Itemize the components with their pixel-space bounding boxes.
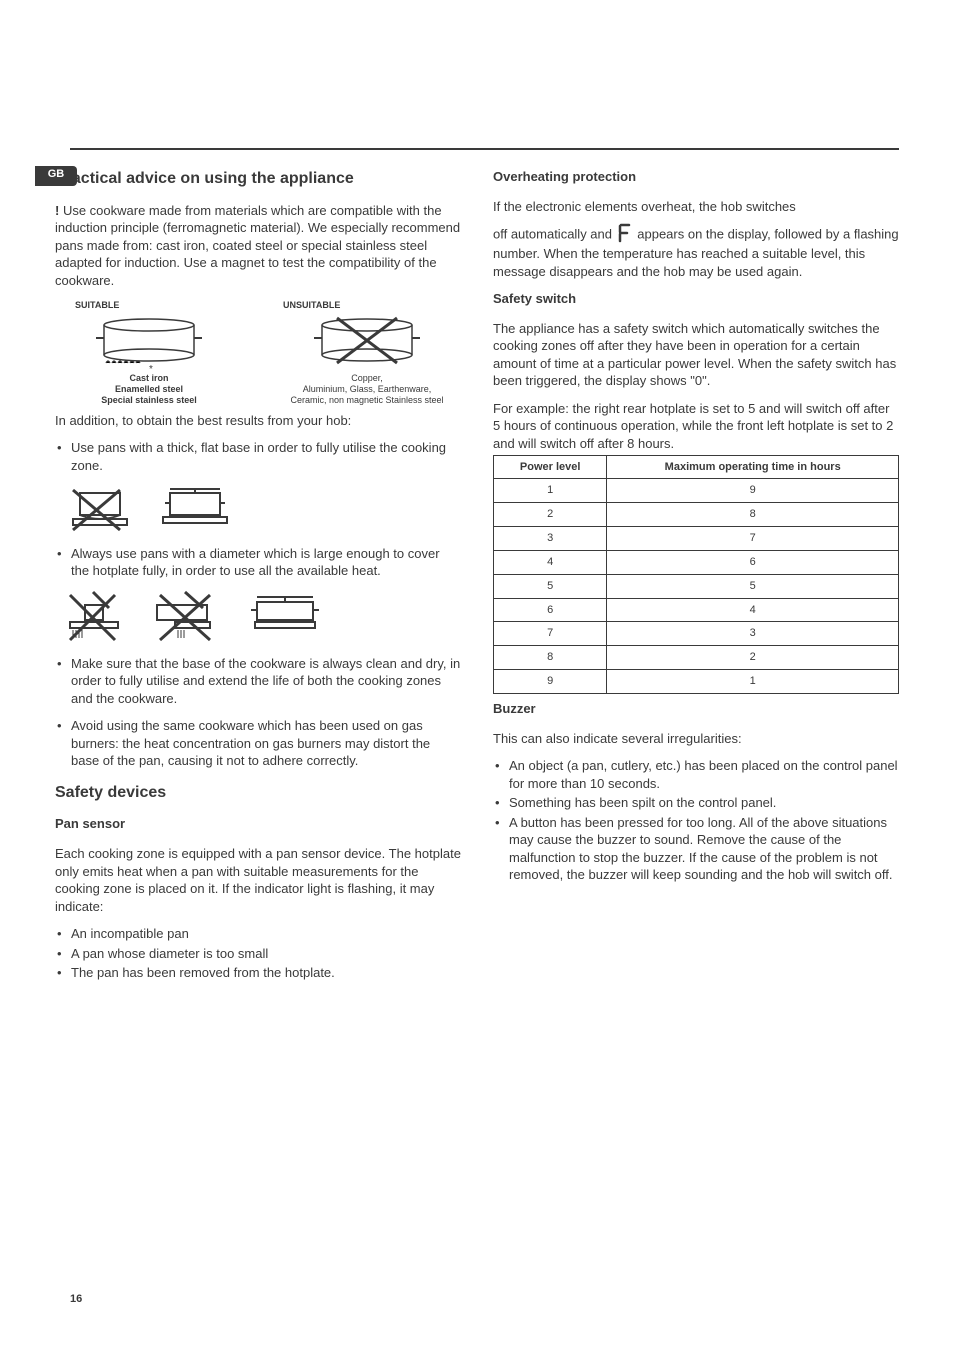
flat-base-good-icon <box>155 485 235 535</box>
table-cell: 3 <box>494 527 607 551</box>
footnote-asterisk: * <box>149 363 153 377</box>
left-column: Practical advice on using the appliance … <box>55 168 461 992</box>
table-cell: 7 <box>494 622 607 646</box>
pan-sensor-text: Each cooking zone is equipped with a pan… <box>55 845 461 915</box>
f-display-icon <box>618 223 632 243</box>
table-cell: 2 <box>607 646 899 670</box>
small-pan-bad-icon <box>65 590 135 645</box>
suitable-block: SUITABLE * Cast iron Enamelled steel Spe… <box>55 299 243 406</box>
diameter-icons <box>55 590 461 645</box>
heading-overheating: Overheating protection <box>493 168 899 186</box>
table-cell: 7 <box>607 527 899 551</box>
switch-p1: The appliance has a safety switch which … <box>493 320 899 390</box>
table-row: 55 <box>494 574 899 598</box>
page-body: Practical advice on using the appliance … <box>0 0 954 1032</box>
correct-pan-good-icon <box>245 590 330 645</box>
heading-pan-sensor: Pan sensor <box>55 815 461 833</box>
curved-base-bad-icon <box>65 485 135 535</box>
unsuitable-block: UNSUITABLE Copper, Aluminium, Glass, Ear… <box>273 299 461 406</box>
table-cell: 6 <box>494 598 607 622</box>
locale-tag: GB <box>35 166 77 186</box>
table-cell: 2 <box>494 503 607 527</box>
table-cell: 4 <box>494 550 607 574</box>
intro-text: Use cookware made from materials which a… <box>55 203 460 288</box>
overheat-p2: off automatically and appears on the dis… <box>493 225 899 280</box>
right-column: Overheating protection If the electronic… <box>493 168 899 992</box>
unsuitable-label: UNSUITABLE <box>273 299 461 311</box>
pan-bullet: A pan whose diameter is too small <box>55 945 461 963</box>
suitable-label: SUITABLE <box>55 299 243 311</box>
table-cell: 1 <box>494 479 607 503</box>
flat-base-icons <box>55 485 461 535</box>
buzzer-bullet: An object (a pan, cutlery, etc.) has bee… <box>493 757 899 792</box>
intro-paragraph: ! Use cookware made from materials which… <box>55 202 461 290</box>
table-row: 82 <box>494 646 899 670</box>
table-row: 19 <box>494 479 899 503</box>
tip-item: Use pans with a thick, flat base in orde… <box>55 439 461 474</box>
table-row: 28 <box>494 503 899 527</box>
table-cell: 4 <box>607 598 899 622</box>
buzzer-intro: This can also indicate several irregular… <box>493 730 899 748</box>
header-rule <box>70 148 899 150</box>
cookware-comparison: SUITABLE * Cast iron Enamelled steel Spe… <box>55 299 461 406</box>
pan-bullet: An incompatible pan <box>55 925 461 943</box>
overheat-p1: If the electronic elements overheat, the… <box>493 198 899 216</box>
suitable-caption: Cast iron Enamelled steel Special stainl… <box>55 373 243 405</box>
tip-item: Make sure that the base of the cookware … <box>55 655 461 708</box>
table-row: 37 <box>494 527 899 551</box>
table-cell: 3 <box>607 622 899 646</box>
table-cell: 6 <box>607 550 899 574</box>
table-cell: 5 <box>494 574 607 598</box>
table-cell: 8 <box>607 503 899 527</box>
tip-item: Always use pans with a diameter which is… <box>55 545 461 580</box>
table-row: 46 <box>494 550 899 574</box>
addition-text: In addition, to obtain the best results … <box>55 412 461 430</box>
power-level-table: Power level Maximum operating time in ho… <box>493 455 899 694</box>
heading-safety-devices: Safety devices <box>55 782 461 804</box>
page-number: 16 <box>70 1293 82 1305</box>
table-row: 64 <box>494 598 899 622</box>
overhang-pan-bad-icon <box>155 590 225 645</box>
table-cell: 9 <box>607 479 899 503</box>
heading-safety-switch: Safety switch <box>493 290 899 308</box>
heading-buzzer: Buzzer <box>493 700 899 718</box>
table-cell: 1 <box>607 670 899 694</box>
pan-bullet: The pan has been removed from the hotpla… <box>55 964 461 982</box>
overheat-p2a: off automatically and <box>493 227 616 242</box>
buzzer-bullet: A button has been pressed for too long. … <box>493 814 899 884</box>
unsuitable-pot-icon <box>302 313 432 373</box>
tip-item: Avoid using the same cookware which has … <box>55 717 461 770</box>
table-header-power: Power level <box>494 455 607 479</box>
heading-practical: Practical advice on using the appliance <box>55 168 461 190</box>
table-cell: 9 <box>494 670 607 694</box>
table-row: 91 <box>494 670 899 694</box>
unsuitable-caption: Copper, Aluminium, Glass, Earthenware, C… <box>273 373 461 405</box>
table-cell: 8 <box>494 646 607 670</box>
table-row: 73 <box>494 622 899 646</box>
table-header-time: Maximum operating time in hours <box>607 455 899 479</box>
buzzer-bullet: Something has been spilt on the control … <box>493 794 899 812</box>
table-cell: 5 <box>607 574 899 598</box>
switch-p2: For example: the right rear hotplate is … <box>493 400 899 453</box>
